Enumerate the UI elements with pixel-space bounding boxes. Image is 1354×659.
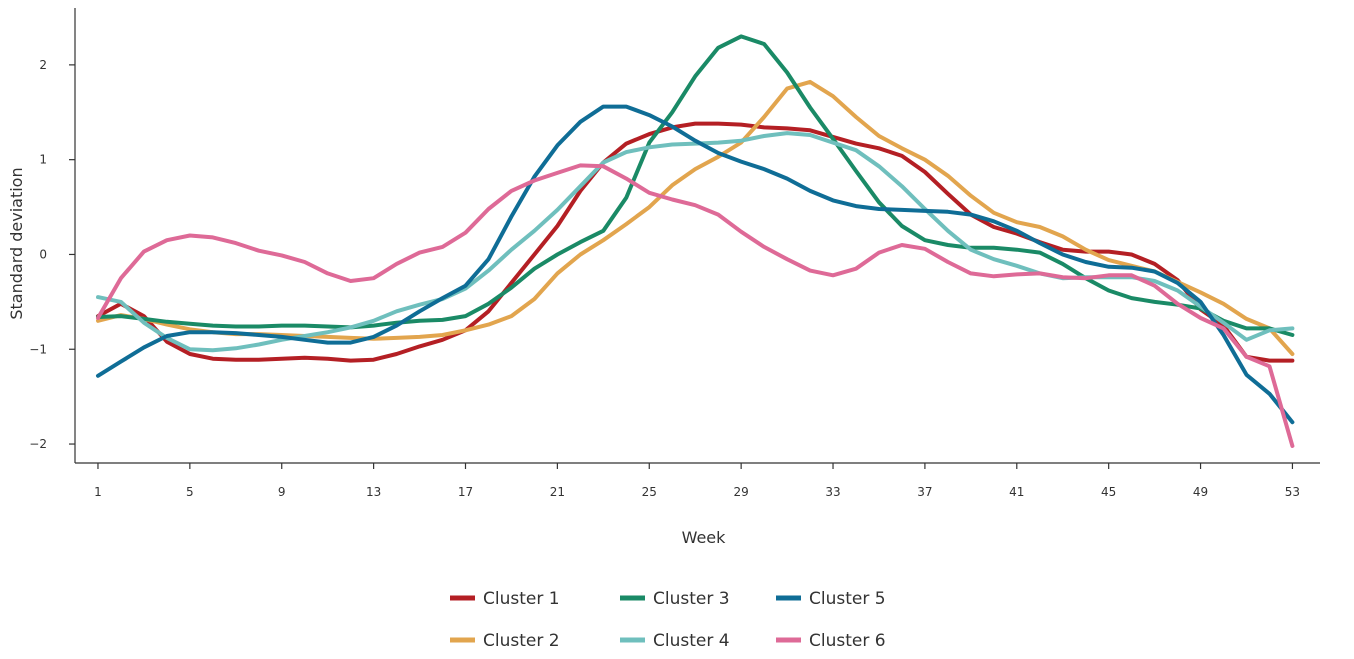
y-tick-label: −2	[29, 437, 47, 451]
legend-label-cluster-2: Cluster 2	[483, 631, 560, 651]
x-tick-label: 33	[825, 485, 840, 499]
x-tick-label: 41	[1009, 485, 1024, 499]
x-ticks: 1 5 9 13 17 21 25 29 33 37 41 45 49 53	[94, 463, 1300, 499]
legend-label-cluster-4: Cluster 4	[653, 631, 730, 651]
series-line-cluster-6	[96, 163, 1295, 448]
x-tick-label: 9	[278, 485, 286, 499]
legend-label-cluster-1: Cluster 1	[483, 589, 560, 609]
y-tick-label: 1	[39, 153, 47, 167]
x-tick-label: 17	[458, 485, 473, 499]
x-tick-label: 21	[550, 485, 565, 499]
series-layer	[96, 34, 1295, 448]
x-tick-label: 53	[1285, 485, 1300, 499]
x-tick-label: 37	[917, 485, 932, 499]
series-line-cluster-4	[96, 131, 1295, 353]
y-tick-label: 0	[39, 247, 47, 261]
axes: 1 5 9 13 17 21 25 29 33 37 41 45 49 53 −2 −1 0 1 2	[29, 8, 1320, 499]
legend-label-cluster-5: Cluster 5	[809, 589, 886, 609]
legend: Cluster 1 Cluster 2 Cluster 3 Cluster 4 Clus…	[450, 589, 886, 651]
x-tick-label: 49	[1193, 485, 1208, 499]
x-tick-label: 29	[734, 485, 749, 499]
y-tick-label: 2	[39, 58, 47, 72]
legend-label-cluster-3: Cluster 3	[653, 589, 730, 609]
x-axis-label: Week	[682, 528, 727, 547]
y-axis-label: Standard deviation	[7, 167, 26, 319]
legend-label-cluster-6: Cluster 6	[809, 631, 886, 651]
y-ticks: −2 −1 0 1 2	[29, 58, 75, 451]
x-tick-label: 13	[366, 485, 381, 499]
x-tick-label: 25	[642, 485, 657, 499]
series-line-cluster-5	[96, 104, 1295, 425]
x-tick-label: 5	[186, 485, 194, 499]
x-tick-label: 1	[94, 485, 102, 499]
y-tick-label: −1	[29, 342, 47, 356]
series-line-cluster-3	[96, 34, 1295, 337]
x-tick-label: 45	[1101, 485, 1116, 499]
